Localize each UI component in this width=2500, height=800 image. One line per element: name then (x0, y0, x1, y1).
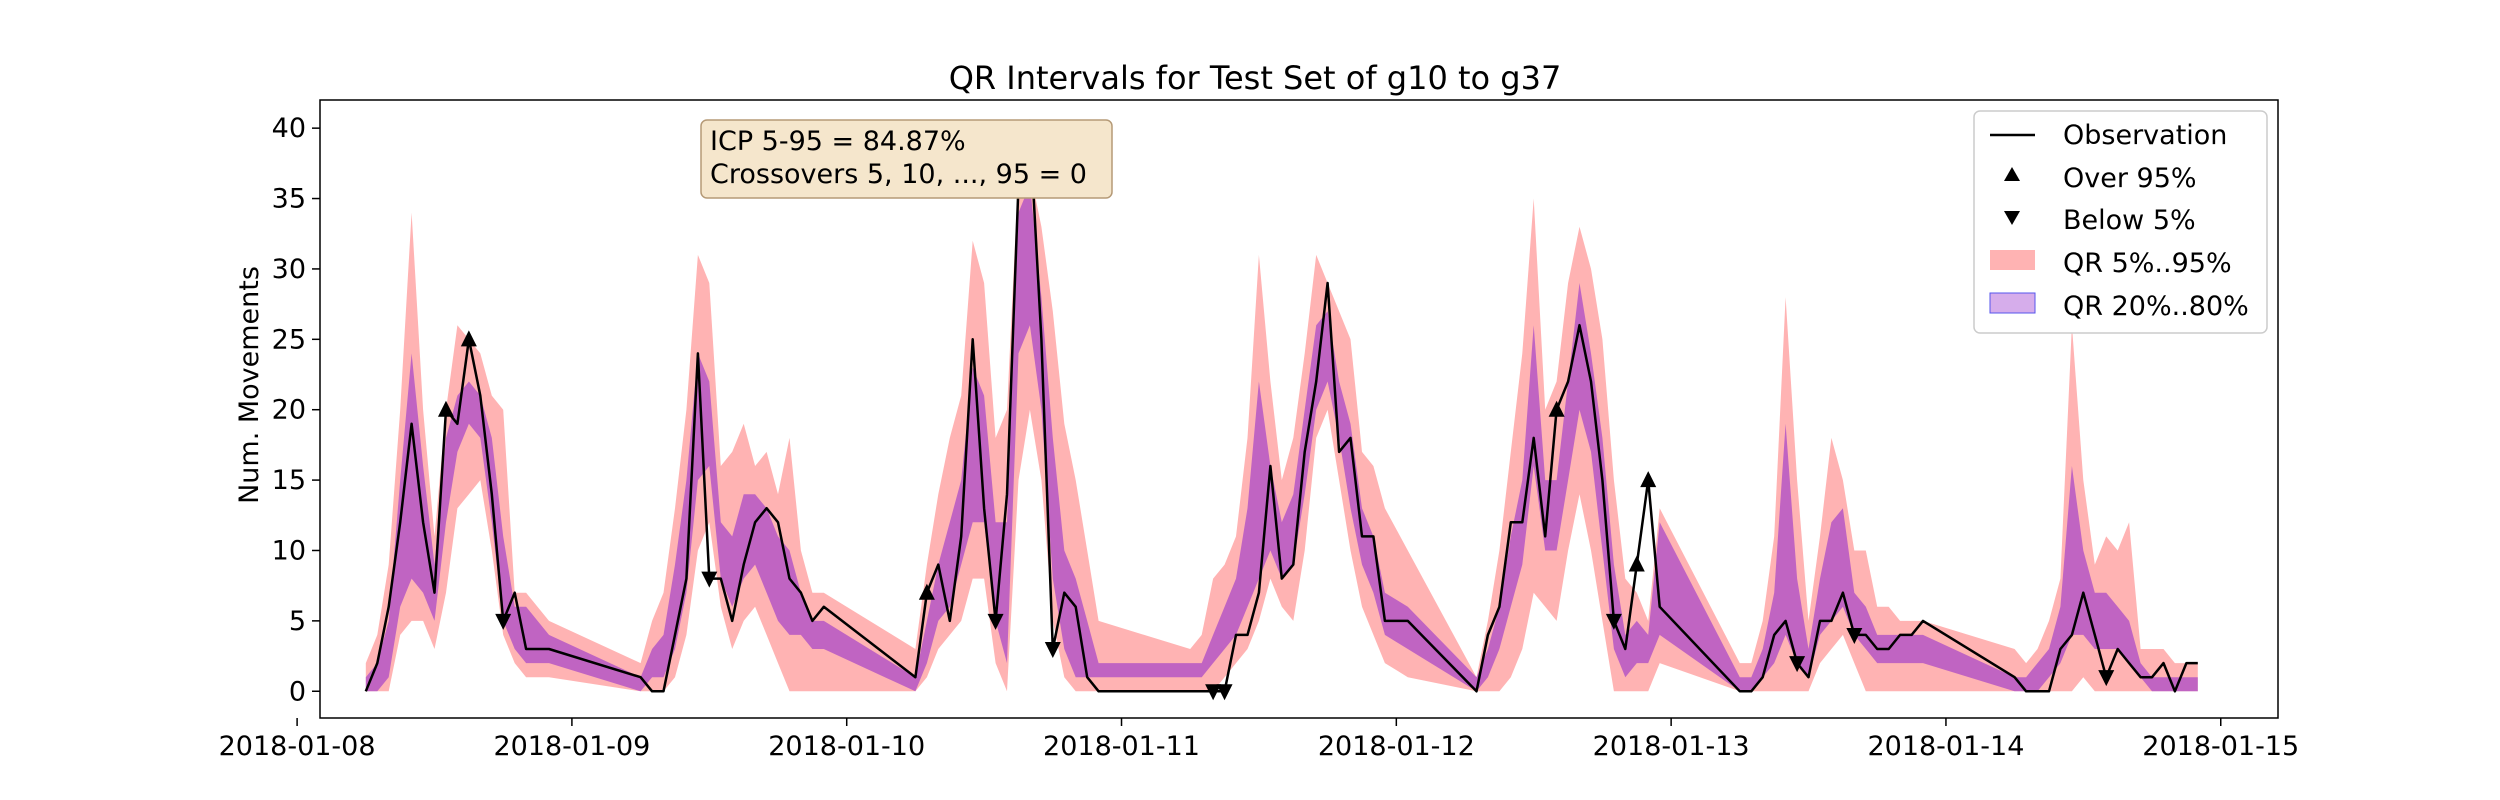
legend-qr-inner-swatch (1989, 292, 2036, 314)
y-tick-label: 35 (272, 184, 306, 215)
x-tick-label: 2018-01-14 (1867, 731, 2024, 762)
qr-20-80-band (365, 184, 2198, 692)
below-5-marker (1605, 613, 1622, 630)
legend-over: Over 95% (2063, 163, 2197, 194)
axes: 0 5 10 15 20 25 30 35 40 2018-01-08 2018-01-09 2018… (219, 99, 2299, 762)
y-tick-label: 40 (272, 113, 306, 144)
below-5-marker (987, 613, 1004, 630)
over-95-marker (460, 330, 477, 347)
chart-title: QR Intervals for Test Set of g10 to g37 (949, 59, 1562, 97)
annotation-line-1: ICP 5-95 = 84.87% (710, 126, 966, 157)
y-tick-label: 5 (289, 606, 306, 637)
legend-over-swatch (2004, 167, 2020, 181)
below-5-marker (1205, 684, 1222, 701)
below-5-marker (2098, 670, 2115, 687)
plot-area (364, 119, 2198, 701)
y-tick-label: 10 (272, 535, 306, 566)
y-tick-label: 15 (272, 465, 306, 496)
legend-below: Below 5% (2063, 205, 2196, 236)
legend-qr-inner: QR 20%..80% (2063, 291, 2249, 322)
below-5-marker (495, 613, 512, 630)
y-tick-label: 20 (272, 395, 306, 426)
y-tick-label: 30 (272, 254, 306, 285)
x-tick-label: 2018-01-15 (2142, 731, 2299, 762)
legend-qr-outer: QR 5%..95% (2063, 248, 2232, 279)
annotation-line-2: Crossovers 5, 10, ..., 95 = 0 (710, 159, 1087, 190)
y-tick-label: 0 (289, 676, 306, 707)
qr-5-95-band (365, 170, 2198, 692)
below-5-marker (1789, 656, 1806, 673)
below-5-marker (1846, 627, 1863, 644)
legend: Observation Over 95% Below 5% QR 5%..95%… (1973, 110, 2268, 334)
over-95-marker (437, 400, 454, 417)
x-tick-label: 2018-01-13 (1593, 731, 1750, 762)
legend-qr-outer-swatch (1990, 250, 2035, 270)
over-95-marker (1628, 555, 1645, 572)
legend-observation: Observation (2063, 120, 2227, 151)
over-95-marker (918, 583, 935, 600)
over-95-marker (1548, 400, 1565, 417)
x-tick-label: 2018-01-09 (493, 731, 650, 762)
below-5-marker (1044, 642, 1061, 659)
y-tick-label: 25 (272, 324, 306, 355)
observation-line (364, 126, 2198, 693)
x-tick-label: 2018-01-11 (1043, 731, 1200, 762)
y-axis-title: Num. Movements (234, 266, 265, 504)
annotation-background (700, 119, 1113, 199)
below-5-marker (1216, 684, 1233, 701)
legend-frame (1973, 110, 2268, 334)
below-5-marker (701, 571, 718, 588)
over-95-marker (1640, 471, 1657, 488)
x-tick-label: 2018-01-10 (768, 731, 925, 762)
x-tick-label: 2018-01-08 (219, 731, 376, 762)
x-tick-label: 2018-01-12 (1318, 731, 1475, 762)
annotation-box: ICP 5-95 = 84.87% Crossovers 5, 10, ...,… (700, 119, 1113, 199)
legend-below-swatch (2004, 211, 2020, 225)
